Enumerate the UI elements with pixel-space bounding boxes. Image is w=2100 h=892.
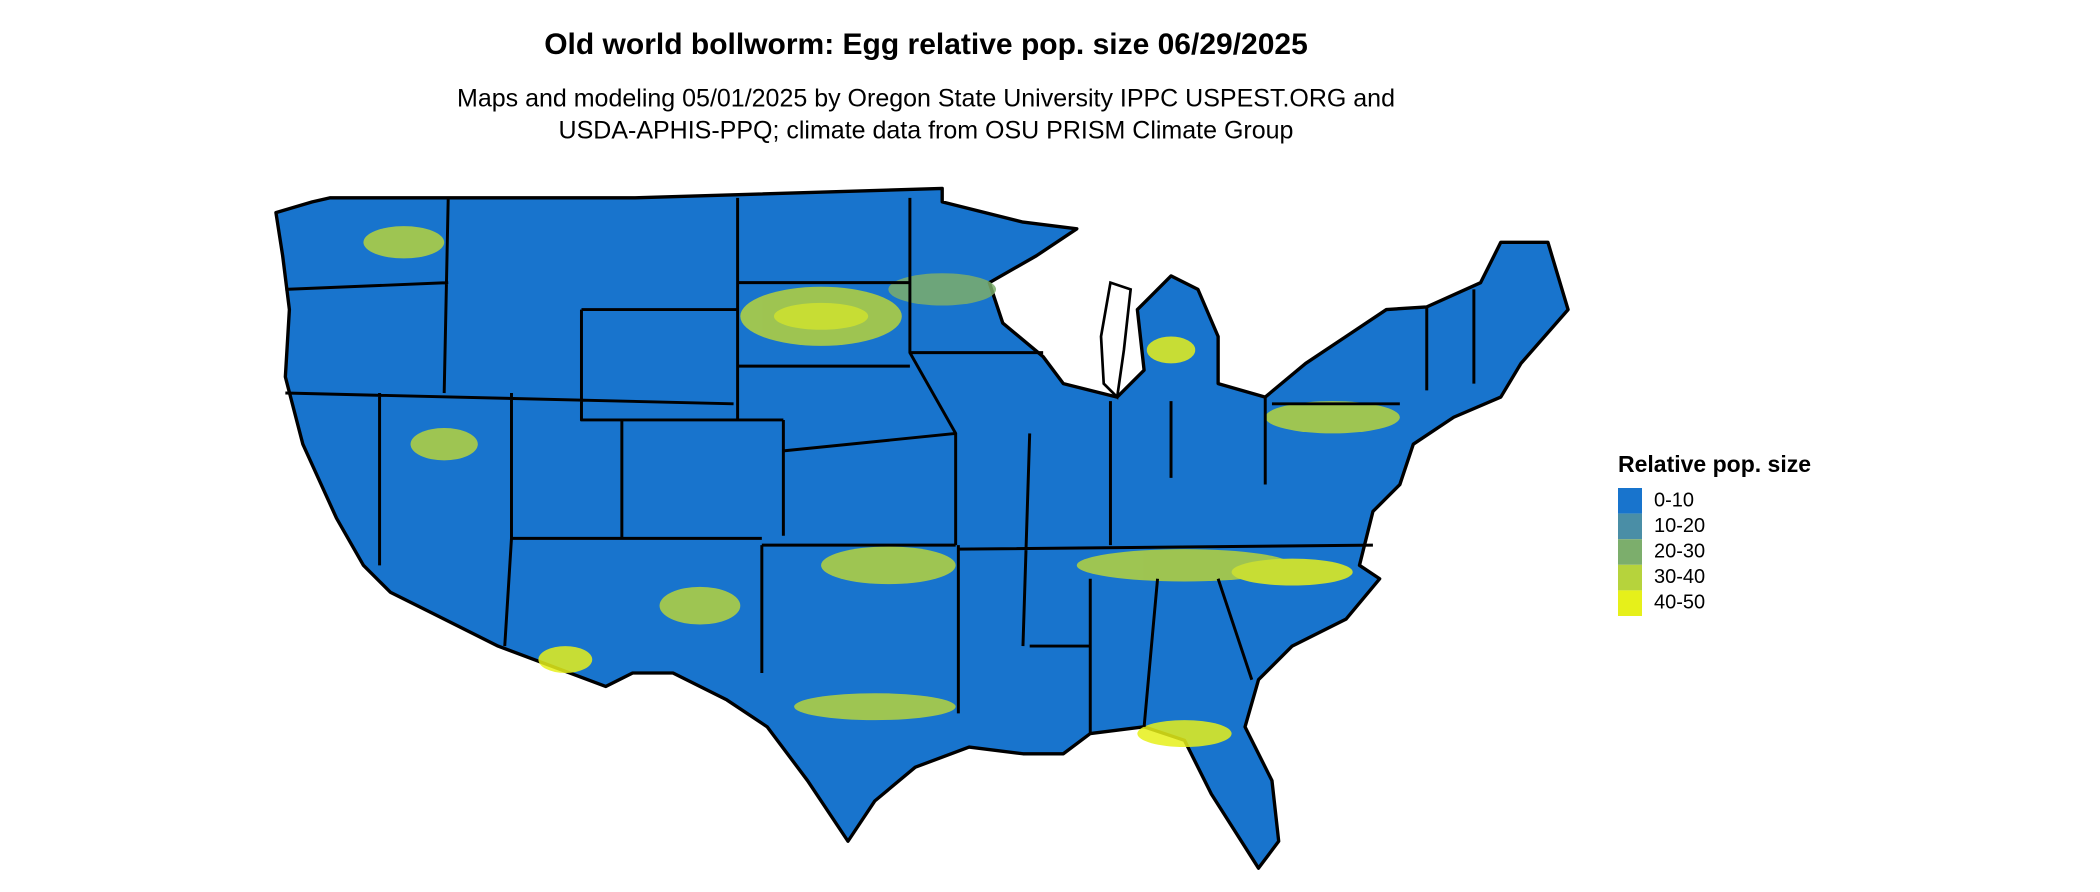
legend-title: Relative pop. size: [1618, 451, 1811, 477]
patch: [773, 302, 869, 330]
legend-label: 20-30: [1654, 540, 1705, 562]
patch: [888, 273, 997, 306]
legend-swatch: [1618, 539, 1642, 565]
patch: [1137, 720, 1232, 748]
legend-label: 10-20: [1654, 515, 1705, 537]
patch: [410, 428, 478, 461]
patch: [659, 586, 741, 625]
legend-label: 40-50: [1654, 592, 1705, 614]
legend-swatch: [1618, 488, 1642, 514]
patch: [1265, 401, 1400, 434]
patch: [1146, 336, 1196, 364]
legend-label: 0-10: [1654, 489, 1694, 511]
patch: [794, 693, 956, 721]
us-outline: [274, 186, 1570, 870]
legend-swatch: [1618, 590, 1642, 616]
legend-swatch: [1618, 513, 1642, 540]
patch: [538, 646, 593, 673]
legend-label: 30-40: [1654, 566, 1705, 588]
state-borders: [285, 197, 1476, 734]
map-subtitle: USDA-APHIS-PPQ; climate data from OSU PR…: [559, 117, 1294, 145]
map-title: Old world bollworm: Egg relative pop. si…: [544, 28, 1308, 61]
map-subtitle: Maps and modeling 05/01/2025 by Oregon S…: [457, 85, 1395, 113]
lake-michigan: [1099, 280, 1133, 400]
patch: [1231, 558, 1353, 586]
legend-swatch: [1618, 564, 1642, 591]
patch: [821, 546, 956, 585]
population-patches: [363, 226, 1400, 748]
us-map: [274, 186, 1570, 870]
legend: 0-10 10-20 20-30 30-40 40-50: [1618, 488, 1705, 616]
patch: [363, 226, 445, 259]
